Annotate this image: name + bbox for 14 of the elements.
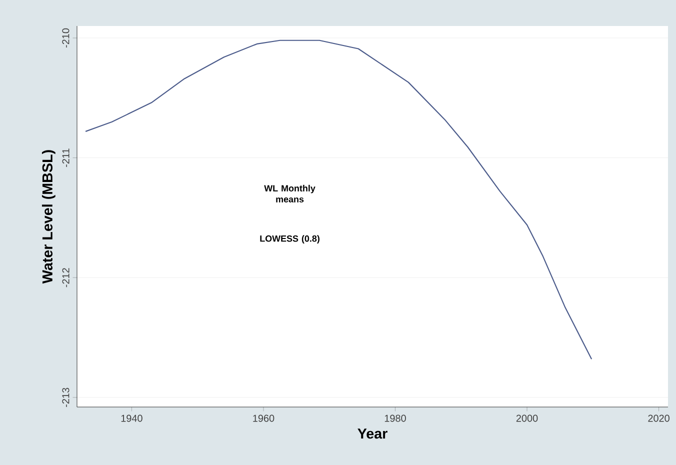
y-tick-label: -212: [62, 268, 70, 288]
x-tick-label: 1960: [253, 414, 274, 422]
x-tick-label: 1980: [384, 414, 406, 422]
line-series: [85, 40, 592, 360]
y-tick-label: -213: [62, 388, 70, 407]
annotation: LOWESS (0.8): [260, 235, 320, 244]
annotation: WL Monthly means: [264, 184, 316, 202]
x-tick-label: 2000: [516, 414, 538, 422]
x-tick-label: 1940: [121, 414, 142, 422]
y-axis-title: Water Level (MBSL): [42, 150, 56, 284]
x-tick-label: 2020: [648, 414, 670, 422]
y-tick-label: -210: [62, 28, 70, 48]
y-tick-label: -211: [62, 148, 70, 167]
x-axis-title: Year: [358, 428, 388, 439]
